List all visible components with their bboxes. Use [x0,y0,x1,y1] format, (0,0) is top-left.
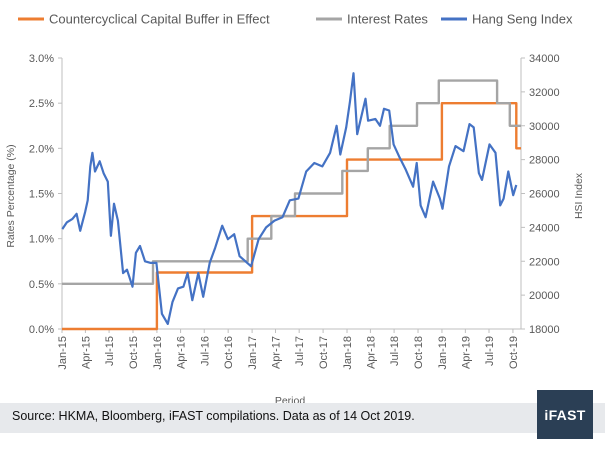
legend: Countercyclical Capital Buffer in Effect… [18,12,573,27]
footer-band [0,403,605,433]
y2-tick-label: 22000 [529,256,560,268]
x-tick-label: Jul-19 [484,336,496,366]
x-tick-label: Apr-18 [365,336,377,369]
interest-rate-line [62,79,521,285]
x-tick-label: Apr-17 [271,336,283,369]
x-tick-label: Oct-16 [223,336,235,369]
y-tick-label: 2.5% [29,98,54,110]
y2-tick-label: 20000 [529,290,560,302]
y2-tick-label: 26000 [529,189,560,201]
x-tick-label: Oct-15 [128,336,140,369]
y2-tick-label: 30000 [529,121,560,133]
y2-tick-label: 18000 [529,324,560,336]
x-tick-label: Jul-17 [294,336,306,366]
x-tick-label: Jan-15 [57,336,69,370]
x-tick-label: Oct-18 [413,336,425,369]
x-tick-label: Jan-17 [247,336,259,370]
ifast-logo: iFAST [537,390,593,439]
y2-tick-label: 28000 [529,155,560,167]
y2-tick-label: 24000 [529,222,560,234]
x-tick-label: Jan-16 [152,336,164,370]
y-tick-label: 2.0% [29,143,54,155]
x-tick-label: Jul-16 [199,336,211,366]
x-tick-label: Oct-19 [508,336,520,369]
y-tick-label: 1.5% [29,189,54,201]
y2-axis-title: HSI Index [573,172,585,219]
x-tick-label: Apr-16 [176,336,188,369]
legend-label: Countercyclical Capital Buffer in Effect [49,12,270,27]
source-note: Source: HKMA, Bloomberg, iFAST compilati… [12,409,415,423]
ccyb-line [62,101,521,331]
y-tick-label: 3.0% [29,53,54,65]
plot-area [61,72,521,331]
ifast-logo-text: iFAST [544,406,586,423]
y-tick-label: 1.0% [29,234,54,246]
y-tick-label: 0.5% [29,279,54,291]
x-tick-label: Jan-18 [342,336,354,370]
x-tick-label: Jul-18 [389,336,401,366]
x-tick-label: Oct-17 [318,336,330,369]
x-tick-label: Apr-19 [460,336,472,369]
x-tick-label: Jan-19 [437,336,449,370]
y2-tick-label: 32000 [529,87,560,99]
x-tick-label: Apr-15 [80,336,92,369]
y-tick-label: 0.0% [29,324,54,336]
footer: Source: HKMA, Bloomberg, iFAST compilati… [0,390,605,454]
legend-label: Interest Rates [347,12,428,27]
x-tick-label: Jul-15 [104,336,116,366]
hsi-line [61,72,518,325]
y2-tick-label: 34000 [529,53,560,65]
legend-label: Hang Seng Index [472,12,573,27]
y-axis-title: Rates Percentage (%) [5,144,17,247]
